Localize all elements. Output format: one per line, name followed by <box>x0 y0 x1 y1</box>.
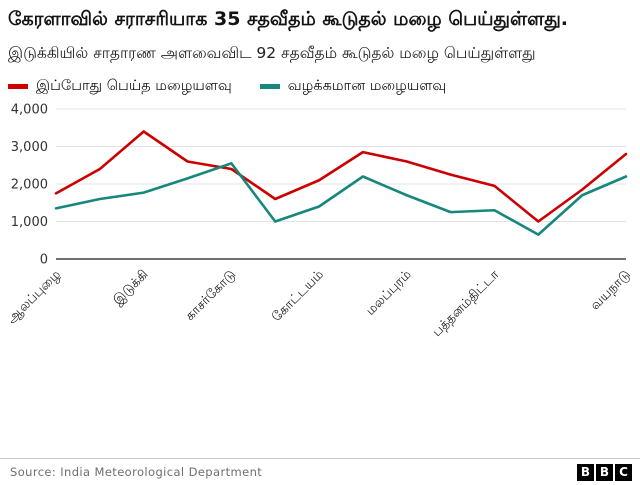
x-tick-label: பத்தனம்திட்டா <box>430 267 503 340</box>
y-tick-label: 3,000 <box>11 140 48 155</box>
chart-title: கேரளாவில் சராசரியாக 35 சதவீதம் கூடுதல் ம… <box>8 8 569 30</box>
x-tick-label: மலப்புரம் <box>363 267 414 318</box>
series-line-normal-rainfall <box>54 161 628 236</box>
y-tick-label: 0 <box>40 252 48 267</box>
bbc-logo-block-b2: B <box>596 463 613 481</box>
legend-label-normal-rainfall: வழக்கமான மழையளவு <box>287 77 447 94</box>
legend-swatch-red <box>8 84 28 90</box>
bbc-logo: B B C <box>577 463 632 481</box>
legend-item-normal-rainfall: வழக்கமான மழையளவு <box>259 77 447 96</box>
bbc-logo-block-b1: B <box>577 463 594 481</box>
legend-swatch-teal <box>259 84 280 90</box>
x-tick-label: வயநாடு <box>588 267 630 313</box>
y-tick-label: 2,000 <box>11 177 48 192</box>
series-line-current-rainfall <box>54 130 628 223</box>
y-tick-label: 4,000 <box>11 102 48 117</box>
x-tick-label: காசர்கோடு <box>183 267 240 324</box>
legend-item-current-rainfall: இப்போது பெய்த மழையளவு <box>8 78 232 96</box>
legend-label-current-rainfall: இப்போது பெய்த மழையளவு <box>36 77 232 94</box>
bbc-logo-block-c: C <box>615 463 632 481</box>
chart-subtitle: இடுக்கியில் சாதாரண அளவைவிட 92 சதவீதம் கூ… <box>8 43 536 62</box>
rainfall-line-chart: 0 1,000 2,000 3,000 4,000 ஆலப்புழை இடுக்கி காசர… <box>8 102 630 340</box>
x-tick-label: ஆலப்புழை <box>8 267 64 327</box>
footer: Source: India Meteorological Department … <box>0 458 640 485</box>
y-tick-label: 1,000 <box>11 215 48 230</box>
source-credit: Source: India Meteorological Department <box>10 465 263 479</box>
chart-legend: இப்போது பெய்த மழையளவு வழக்கமான மழையளவு <box>8 78 630 96</box>
x-tick-label: இடுக்கி <box>110 267 151 308</box>
x-tick-label: கோட்டயம் <box>269 267 327 325</box>
